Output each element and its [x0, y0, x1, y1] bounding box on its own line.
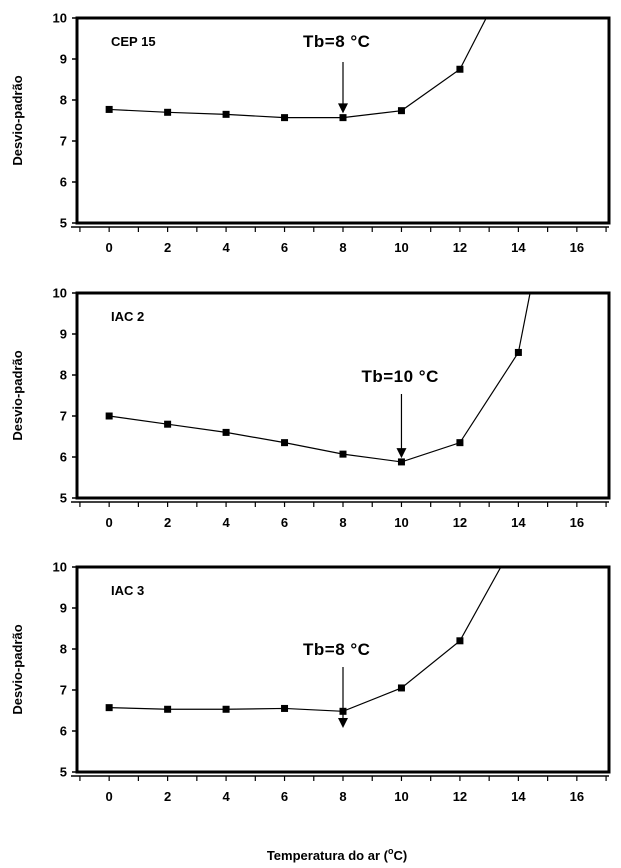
x-tick-label: 16 [570, 240, 584, 255]
x-tick-label: 16 [570, 515, 584, 530]
data-point [456, 65, 464, 73]
plot-frame [75, 291, 611, 500]
x-tick-label: 10 [394, 515, 408, 530]
y-axis-label: Desvio-padrão [10, 75, 25, 165]
y-axis-label: Desvio-padrão [10, 624, 25, 714]
y-tick-label: 10 [53, 560, 67, 575]
x-tick-label: 10 [394, 240, 408, 255]
x-tick-label: 0 [106, 789, 113, 804]
data-point [164, 108, 172, 116]
y-tick-label: 5 [60, 216, 67, 231]
data-point [222, 428, 230, 436]
x-tick-label: 6 [281, 789, 288, 804]
series-line [109, 293, 531, 463]
y-tick-label: 8 [60, 93, 67, 108]
x-tick-label: 4 [222, 789, 230, 804]
data-point [397, 107, 405, 115]
y-tick-label: 9 [60, 601, 67, 616]
y-tick-label: 7 [60, 409, 67, 424]
y-tick-label: 6 [60, 175, 67, 190]
data-point [105, 105, 113, 113]
panel-label: CEP 15 [111, 34, 156, 49]
panel-label: IAC 2 [111, 309, 144, 324]
x-tick-label: 12 [453, 515, 467, 530]
data-point [514, 348, 522, 356]
y-tick-label: 8 [60, 368, 67, 383]
data-point [281, 704, 289, 712]
panel-label: IAC 3 [111, 583, 144, 598]
chart-panel-2: 5 6 7 8 9 10 0 2 4 6 8 10 12 14 16 Desvio-padrão IAC 2 Tb… [10, 286, 611, 530]
x-tick-label: 8 [339, 240, 346, 255]
y-tick-label: 6 [60, 450, 67, 465]
plot-frame [75, 16, 611, 225]
x-tick-label: 2 [164, 240, 171, 255]
x-tick-label: 16 [570, 789, 584, 804]
series-line [109, 18, 487, 119]
x-tick-label: 14 [511, 515, 526, 530]
y-tick-label: 6 [60, 724, 67, 739]
base-temperature-annotation: Tb=8 °C [303, 32, 370, 51]
y-tick-label: 7 [60, 683, 67, 698]
data-point [397, 684, 405, 692]
y-tick-label: 10 [53, 11, 67, 26]
x-axis-label-suffix: C) [393, 848, 407, 863]
chart-panel-3: 5 6 7 8 9 10 0 2 4 6 8 10 12 14 16 Desvio-padrão IAC 3 Tb… [10, 560, 611, 804]
x-tick-label: 4 [222, 515, 230, 530]
y-axis-label: Desvio-padrão [10, 350, 25, 440]
y-tick-label: 5 [60, 765, 67, 780]
x-tick-label: 0 [106, 240, 113, 255]
x-axis-label-superscript: o [388, 846, 394, 856]
base-temperature-annotation: Tb=10 °C [361, 367, 438, 386]
x-tick-label: 2 [164, 789, 171, 804]
data-point [281, 439, 289, 447]
x-tick-label: 0 [106, 515, 113, 530]
x-tick-label: 12 [453, 789, 467, 804]
y-tick-label: 9 [60, 327, 67, 342]
annotation-arrow-head [396, 448, 407, 459]
y-tick-label: 5 [60, 491, 67, 506]
x-tick-label: 8 [339, 789, 346, 804]
data-point [105, 704, 113, 712]
x-tick-label: 2 [164, 515, 171, 530]
data-point [339, 450, 347, 458]
data-point [281, 114, 289, 122]
x-tick-label: 14 [511, 789, 526, 804]
data-point [105, 412, 113, 420]
x-tick-label: 6 [281, 240, 288, 255]
data-point [164, 420, 172, 428]
annotation-arrow-head [338, 718, 348, 728]
y-tick-label: 9 [60, 52, 67, 67]
data-point [222, 705, 230, 713]
plot-frame [75, 565, 611, 774]
x-tick-label: 10 [394, 789, 408, 804]
data-point [456, 637, 464, 645]
series-line [109, 567, 502, 712]
x-tick-label: 12 [453, 240, 467, 255]
data-point [397, 458, 405, 466]
chart-panel-1: 5 6 7 8 9 10 0 2 4 6 8 10 12 14 16 Desvio-padrão CEP 15 T… [10, 11, 611, 255]
data-point [222, 110, 230, 118]
data-point [456, 439, 464, 447]
data-point [164, 705, 172, 713]
x-tick-label: 4 [222, 240, 230, 255]
x-axis-label-prefix: Temperatura do ar ( [267, 848, 389, 863]
x-axis-label: Temperatura do ar (oC) [267, 846, 407, 863]
annotation-arrow-head [338, 103, 348, 114]
data-point [339, 114, 347, 122]
y-tick-label: 8 [60, 642, 67, 657]
x-tick-label: 6 [281, 515, 288, 530]
x-tick-label: 14 [511, 240, 526, 255]
base-temperature-annotation: Tb=8 °C [303, 640, 370, 659]
x-tick-label: 8 [339, 515, 346, 530]
y-tick-label: 7 [60, 134, 67, 149]
y-tick-label: 10 [53, 286, 67, 301]
